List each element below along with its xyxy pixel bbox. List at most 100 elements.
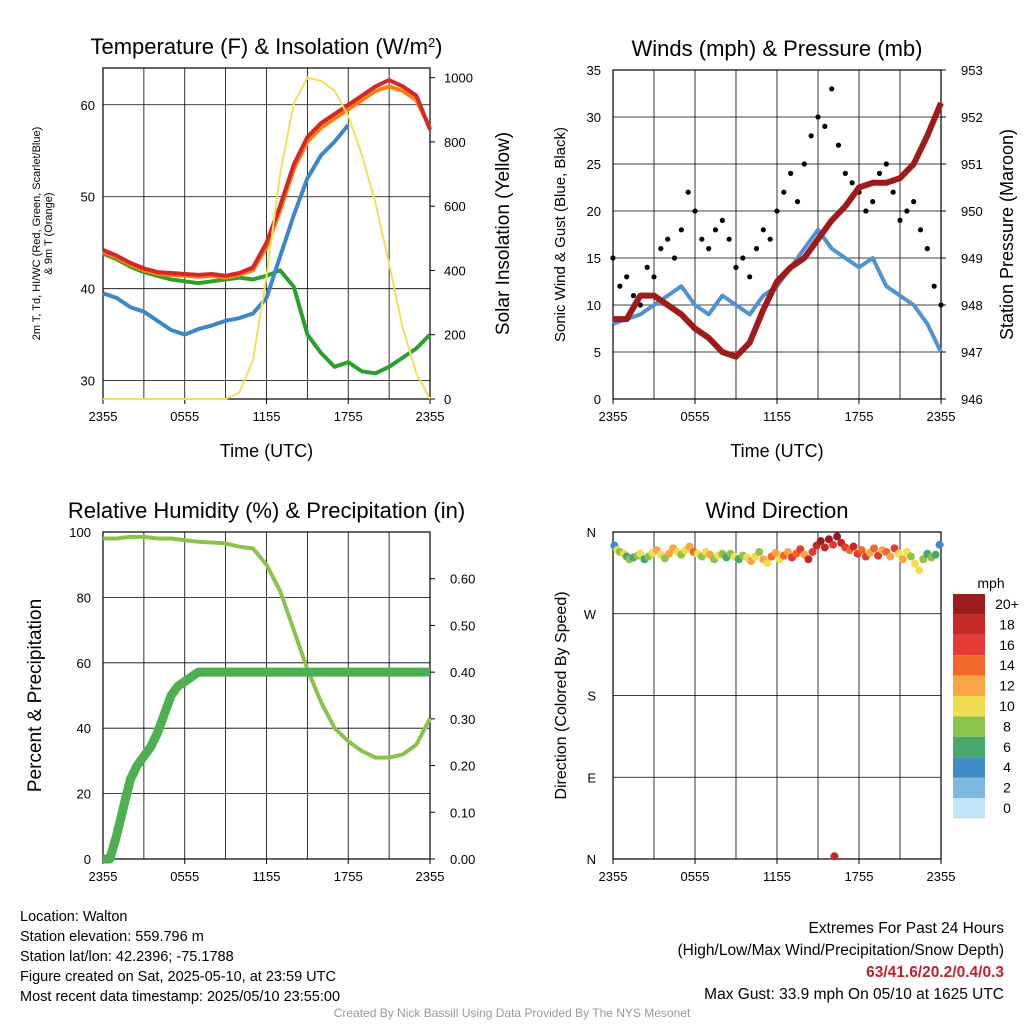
direction-point bbox=[833, 532, 842, 541]
extremes-values: 63/41.6/20.2/0.4/0.3 bbox=[866, 964, 1004, 981]
gust-point bbox=[815, 114, 821, 120]
panel-1: 2355 0555 1155 1755 2355 Temperature (F) & In… bbox=[31, 34, 514, 461]
gust-point bbox=[685, 189, 691, 195]
x-tick-label: 2355 bbox=[416, 409, 445, 424]
gust-point bbox=[610, 255, 616, 261]
direction-point bbox=[755, 547, 764, 556]
y-tick-label: 80 bbox=[77, 590, 91, 605]
y-tick-label: E bbox=[587, 770, 596, 785]
colorbar-title: mph bbox=[977, 575, 1004, 591]
gust-point bbox=[829, 86, 835, 92]
x-tick-label: 1155 bbox=[763, 409, 791, 424]
colorbar-swatch bbox=[953, 736, 985, 758]
y-tick-label: 10 bbox=[587, 298, 601, 313]
gust-point bbox=[883, 161, 889, 167]
y-tick-label: 40 bbox=[77, 721, 91, 736]
gust-point bbox=[842, 170, 848, 176]
direction-point bbox=[894, 549, 903, 558]
y2-tick-label: 0.20 bbox=[450, 759, 475, 774]
colorbar-swatch bbox=[953, 675, 985, 696]
colorbar-label: 16 bbox=[999, 637, 1015, 653]
x-tick-label: 2355 bbox=[927, 409, 956, 424]
y2-tick-label: 0.50 bbox=[450, 618, 475, 633]
y-tick-label: 100 bbox=[69, 525, 91, 540]
colorbar-swatch bbox=[953, 716, 985, 737]
gust-point bbox=[876, 170, 883, 176]
y2-tick-label: 0.00 bbox=[450, 852, 475, 867]
direction-point bbox=[771, 548, 780, 557]
direction-point bbox=[870, 544, 879, 553]
gust-point bbox=[692, 208, 698, 214]
panel-2: 2355 0555 1155 1755 2355 Winds (mph) & Pressu… bbox=[552, 36, 1017, 461]
direction-point bbox=[816, 537, 825, 546]
colorbar-label: 18 bbox=[999, 616, 1015, 632]
colorbar-label: 10 bbox=[999, 698, 1015, 714]
y-tick-label: 20 bbox=[77, 787, 91, 802]
station-latlon: Station lat/lon: 42.2396; -75.1788 bbox=[20, 949, 234, 965]
gust-point bbox=[774, 208, 780, 214]
direction-point bbox=[919, 555, 928, 564]
gust-point bbox=[726, 236, 732, 242]
y2-axis-label: Solar Insolation (Yellow) bbox=[493, 132, 514, 335]
direction-point bbox=[911, 559, 920, 568]
direction-point bbox=[890, 544, 899, 553]
chart-title: Winds (mph) & Pressure (mb) bbox=[632, 36, 923, 61]
x-tick-label: 2355 bbox=[89, 869, 118, 884]
colorbar-label: 6 bbox=[1003, 739, 1011, 755]
gust-point bbox=[651, 274, 657, 280]
gust-point bbox=[712, 227, 719, 233]
direction-point bbox=[857, 546, 866, 555]
station-elevation: Station elevation: 559.796 m bbox=[20, 929, 204, 945]
pressure-line bbox=[613, 101, 944, 360]
y2-tick-label: 200 bbox=[444, 328, 466, 343]
x-tick-label: 2355 bbox=[599, 409, 628, 424]
y-tick-label: 40 bbox=[81, 282, 95, 297]
direction-point bbox=[915, 566, 924, 575]
direction-point bbox=[808, 547, 817, 556]
direction-point bbox=[931, 550, 940, 559]
direction-point bbox=[935, 540, 944, 549]
y2-tick-label: 0.40 bbox=[450, 665, 475, 680]
gust-point bbox=[740, 255, 746, 261]
gust-point bbox=[617, 283, 623, 289]
colorbar-swatch bbox=[953, 757, 985, 778]
gust-point bbox=[931, 283, 937, 289]
colorbar-swatch bbox=[953, 634, 985, 656]
y2-tick-label: 0.30 bbox=[450, 712, 475, 727]
y-tick-label: 50 bbox=[81, 190, 95, 205]
gust-point bbox=[719, 217, 725, 223]
gust-point bbox=[890, 189, 896, 195]
gust-point bbox=[624, 274, 630, 280]
gust-point bbox=[794, 199, 801, 205]
gust-point bbox=[733, 264, 739, 270]
gust-point bbox=[870, 199, 876, 205]
gust-point bbox=[678, 227, 684, 233]
direction-point bbox=[685, 542, 694, 551]
figure-created: Figure created on Sat, 2025-05-10, at 23… bbox=[20, 969, 336, 985]
gust-point bbox=[863, 208, 869, 214]
y2-tick-label: 953 bbox=[961, 63, 983, 78]
gust-point bbox=[904, 208, 910, 214]
gust-point bbox=[897, 217, 903, 223]
gust-point bbox=[665, 236, 671, 242]
y2-tick-label: 400 bbox=[444, 263, 466, 278]
x-axis-label: Time (UTC) bbox=[730, 441, 823, 461]
y-axis-label: Direction (Colored By Speed) bbox=[553, 591, 570, 799]
y-tick-label: S bbox=[587, 689, 596, 704]
colorbar-swatch bbox=[953, 798, 985, 819]
direction-point bbox=[783, 547, 792, 556]
direction-point bbox=[763, 558, 772, 567]
extremes-title: Extremes For Past 24 Hours bbox=[808, 920, 1004, 937]
y-tick-label: 35 bbox=[587, 63, 601, 78]
colorbar-label: 4 bbox=[1003, 759, 1011, 775]
y-tick-label: W bbox=[584, 607, 597, 622]
direction-point bbox=[820, 543, 829, 552]
y-axis-label: Percent & Precipitation bbox=[25, 599, 46, 792]
gust-point bbox=[924, 246, 930, 252]
y-tick-label: 0 bbox=[594, 392, 601, 407]
colorbar-label: 0 bbox=[1003, 800, 1011, 816]
x-tick-label: 0555 bbox=[681, 869, 710, 884]
gust-point bbox=[788, 170, 794, 176]
gust-point bbox=[849, 180, 855, 186]
